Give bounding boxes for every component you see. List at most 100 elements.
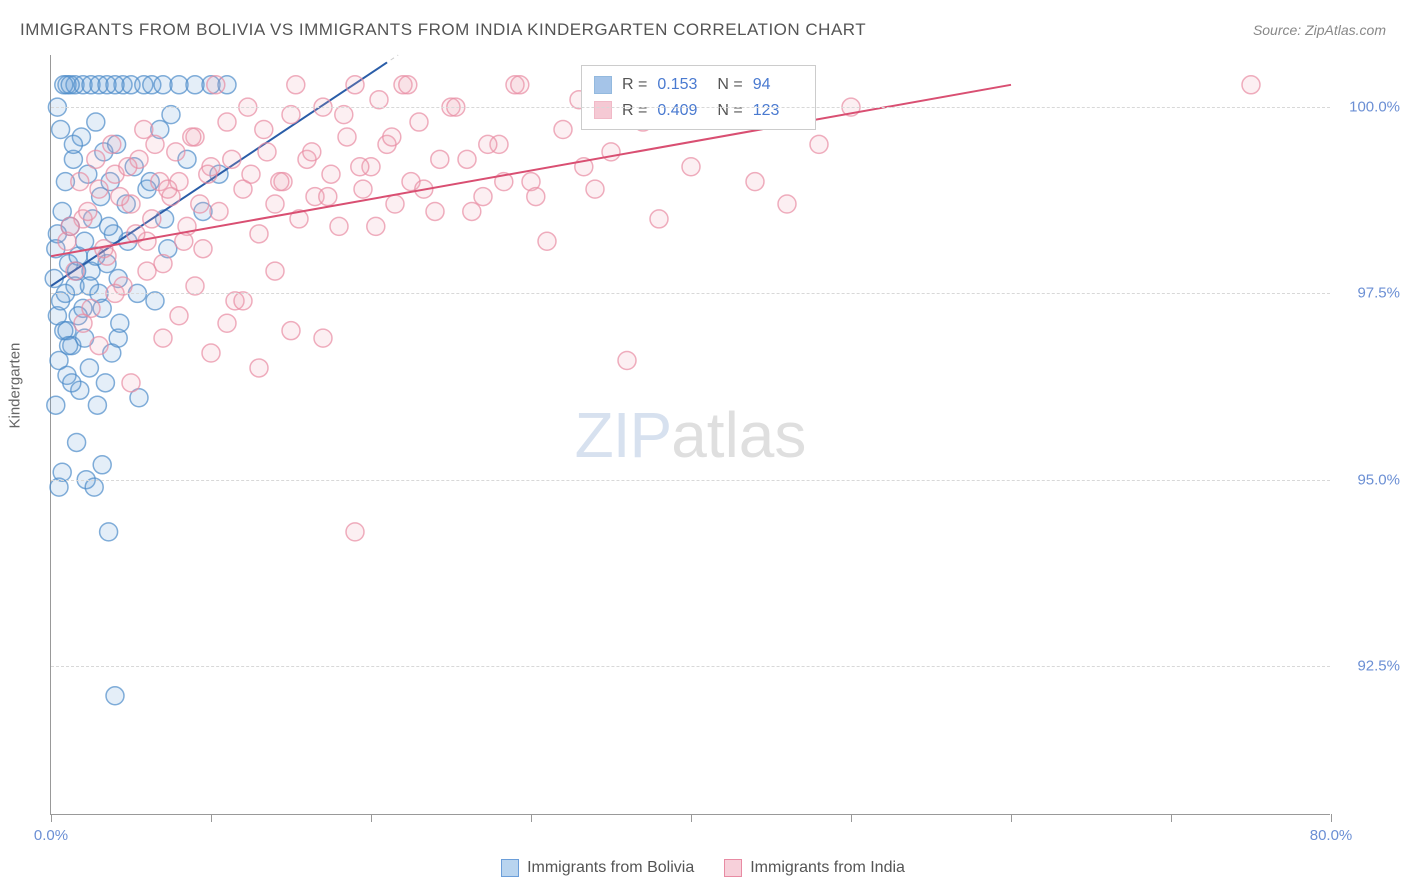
n-value-bolivia: 94 [753, 72, 803, 98]
scatter-point [346, 523, 364, 541]
scatter-point [330, 217, 348, 235]
scatter-point [303, 143, 321, 161]
scatter-point [47, 396, 65, 414]
legend-item-india: Immigrants from India [724, 859, 905, 877]
scatter-point [511, 76, 529, 94]
scatter-point [282, 106, 300, 124]
scatter-point [474, 188, 492, 206]
scatter-point [266, 262, 284, 280]
n-label: N = [717, 72, 742, 98]
ytick-label: 100.0% [1340, 99, 1400, 116]
scatter-point [479, 135, 497, 153]
scatter-point [63, 374, 81, 392]
xtick [211, 814, 212, 822]
y-axis-label: Kindergarten [7, 343, 24, 429]
swatch-india [594, 101, 612, 119]
scatter-point [186, 277, 204, 295]
scatter-point [90, 337, 108, 355]
scatter-point [167, 143, 185, 161]
scatter-point [778, 195, 796, 213]
scatter-point [111, 188, 129, 206]
scatter-point [586, 180, 604, 198]
scatter-point [80, 359, 98, 377]
chart-plot-area: ZIPatlas R = 0.153 N = 94 R = 0.409 N = … [50, 55, 1330, 815]
scatter-point [76, 232, 94, 250]
scatter-point [1242, 76, 1260, 94]
source-attribution: Source: ZipAtlas.com [1253, 22, 1386, 38]
chart-title: IMMIGRANTS FROM BOLIVIA VS IMMIGRANTS FR… [20, 20, 866, 40]
gridline-h [51, 293, 1330, 294]
scatter-point [162, 106, 180, 124]
xtick [531, 814, 532, 822]
scatter-point [346, 76, 364, 94]
scatter-point [175, 232, 193, 250]
scatter-point [426, 202, 444, 220]
scatter-point [106, 687, 124, 705]
xtick [1331, 814, 1332, 822]
trend-line [51, 85, 1011, 256]
scatter-point [431, 150, 449, 168]
scatter-point [199, 165, 217, 183]
scatter-point [458, 150, 476, 168]
scatter-point [138, 262, 156, 280]
scatter-point [218, 113, 236, 131]
scatter-point [258, 143, 276, 161]
xtick [371, 814, 372, 822]
scatter-point [96, 374, 114, 392]
xtick [1171, 814, 1172, 822]
scatter-point [79, 202, 97, 220]
xtick [1011, 814, 1012, 822]
scatter-point [242, 165, 260, 183]
scatter-point [100, 523, 118, 541]
scatter-point [88, 396, 106, 414]
scatter-point [399, 76, 417, 94]
ytick-label: 95.0% [1340, 471, 1400, 488]
scatter-point [119, 158, 137, 176]
scatter-point [146, 292, 164, 310]
scatter-point [338, 128, 356, 146]
scatter-point [159, 180, 177, 198]
scatter-point [746, 173, 764, 191]
n-label: N = [717, 98, 742, 124]
gridline-h [51, 666, 1330, 667]
xtick [691, 814, 692, 822]
scatter-point [287, 76, 305, 94]
scatter-point [154, 329, 172, 347]
ytick-label: 92.5% [1340, 657, 1400, 674]
scatter-point [266, 195, 284, 213]
scatter-point [87, 113, 105, 131]
scatter-point [183, 128, 201, 146]
scatter-point [554, 121, 572, 139]
scatter-point [370, 91, 388, 109]
scatter-point [74, 314, 92, 332]
scatter-point [52, 121, 70, 139]
scatter-point [103, 135, 121, 153]
scatter-point [143, 210, 161, 228]
correlation-legend: R = 0.153 N = 94 R = 0.409 N = 123 [581, 65, 816, 130]
legend-row-india: R = 0.409 N = 123 [594, 98, 803, 124]
scatter-point [146, 135, 164, 153]
scatter-point [386, 195, 404, 213]
scatter-point [351, 158, 369, 176]
xtick [851, 814, 852, 822]
scatter-point [61, 76, 79, 94]
legend-row-bolivia: R = 0.153 N = 94 [594, 72, 803, 98]
r-label: R = [622, 98, 647, 124]
scatter-point [66, 262, 84, 280]
scatter-point [682, 158, 700, 176]
legend-label-india: Immigrants from India [750, 859, 905, 877]
scatter-point [191, 195, 209, 213]
scatter-point [463, 202, 481, 220]
xtick-label: 0.0% [34, 827, 68, 844]
scatter-point [85, 478, 103, 496]
scatter-point [367, 217, 385, 235]
scatter-plot-svg [51, 55, 1330, 814]
scatter-point [383, 128, 401, 146]
scatter-point [111, 314, 129, 332]
scatter-point [271, 173, 289, 191]
r-value-bolivia: 0.153 [657, 72, 707, 98]
xtick-label: 80.0% [1310, 827, 1353, 844]
scatter-point [68, 433, 86, 451]
gridline-h [51, 107, 1330, 108]
scatter-point [810, 135, 828, 153]
